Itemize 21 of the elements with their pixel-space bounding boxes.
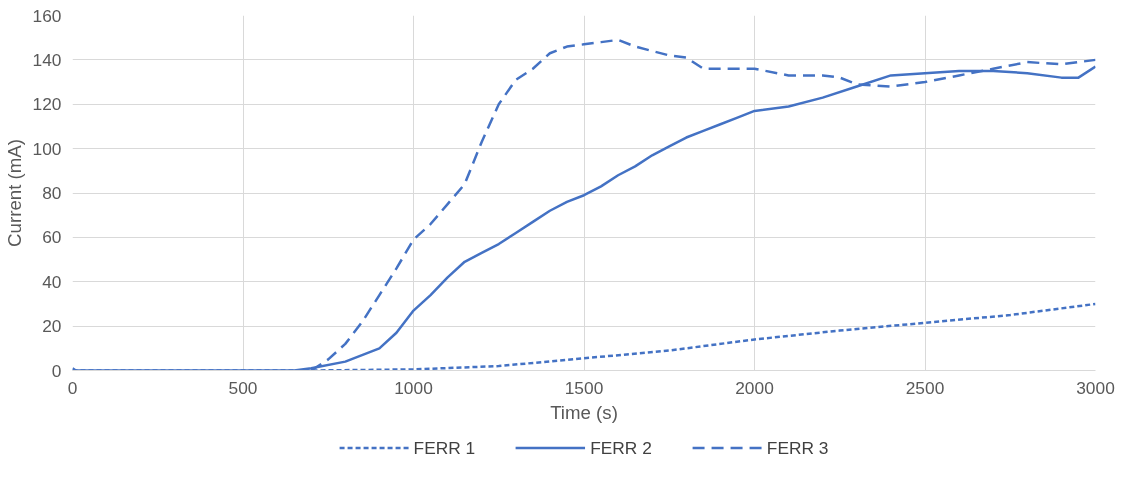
- x-axis-title: Time (s): [550, 401, 618, 423]
- y-tick-label: 40: [42, 271, 62, 292]
- y-axis-title: Current (mA): [3, 139, 25, 247]
- x-tick-label: 0: [67, 377, 78, 398]
- y-tick-label: 20: [42, 316, 62, 337]
- y-tick-label: 100: [32, 138, 62, 159]
- y-tick-label: 120: [32, 94, 62, 115]
- y-tick-label: 60: [42, 227, 62, 248]
- legend-label: FERR 2: [590, 437, 652, 458]
- x-tick-label: 2500: [905, 377, 945, 398]
- legend-label: FERR 1: [413, 437, 476, 458]
- y-tick-label: 80: [42, 183, 62, 203]
- x-tick-label: 3000: [1076, 377, 1115, 398]
- y-tick-label: 140: [32, 49, 62, 70]
- y-tick-label: 160: [32, 5, 62, 26]
- x-tick-label: 1000: [394, 377, 433, 398]
- x-tick-label: 2000: [735, 377, 774, 398]
- legend-label: FERR 3: [766, 437, 829, 458]
- x-tick-label: 500: [228, 377, 258, 398]
- x-tick-label: 1500: [564, 377, 604, 398]
- y-tick-label: 0: [51, 360, 62, 381]
